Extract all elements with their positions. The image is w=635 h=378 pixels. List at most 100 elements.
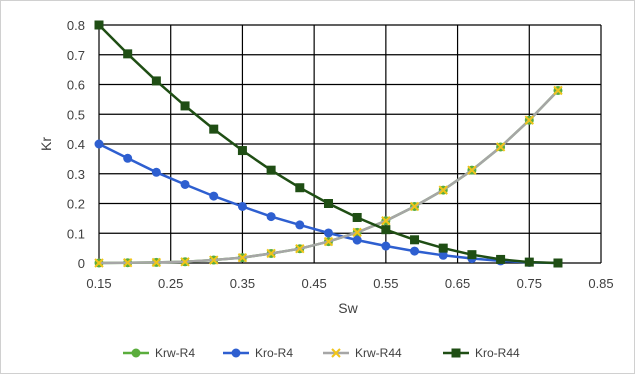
point-kro-r44: [381, 225, 391, 235]
point-krw-r44: [352, 227, 362, 238]
point-kro-r4: [151, 167, 161, 177]
series-kro-r44: [94, 20, 563, 268]
point-kro-r4: [123, 153, 133, 163]
legend-swatch-marker: [331, 348, 341, 358]
x-marker-stroke: [495, 142, 506, 152]
y-tick-label: 0.3: [67, 167, 85, 182]
x-marker-stroke: [94, 258, 104, 268]
point-kro-r44: [496, 254, 506, 264]
x-marker-stroke: [323, 236, 334, 247]
point-kro-r4: [180, 179, 190, 189]
series-lines: [94, 20, 563, 268]
x-marker-stroke: [331, 348, 341, 358]
point-krw-r44: [180, 257, 190, 267]
point-krw-r44: [495, 142, 506, 152]
point-kro-r44: [123, 49, 133, 59]
legend-swatch-marker: [451, 348, 461, 358]
legend-swatch-marker: [231, 348, 241, 358]
x-marker-stroke: [209, 255, 219, 265]
point-kro-r44: [438, 243, 448, 253]
x-marker-stroke: [467, 165, 477, 175]
point-kro-r44: [323, 199, 333, 208]
y-tick-labels: 0 0.1 0.2 0.3 0.4 0.5 0.6 0.7 0.8: [67, 18, 85, 271]
point-kro-r4: [323, 228, 333, 238]
y-tick-label: 0.1: [67, 226, 85, 241]
point-krw-r44: [266, 248, 276, 259]
x-tick-label: 0.25: [158, 276, 183, 291]
point-krw-r44: [151, 257, 162, 268]
point-kro-r44: [467, 250, 477, 260]
x-tick-label: 0.15: [86, 276, 111, 291]
point-kro-r44: [151, 76, 161, 86]
point-kro-r44: [180, 101, 190, 111]
point-kro-r4: [410, 246, 420, 256]
x-marker-stroke: [122, 257, 133, 268]
point-kro-r4: [352, 235, 362, 245]
legend-label: Krw-R44: [355, 346, 402, 360]
legend: Krw-R4 Kro-R4 Krw-R44 Kro-R44: [123, 346, 520, 360]
x-marker-stroke: [381, 216, 391, 226]
y-tick-label: 0.7: [67, 48, 85, 63]
point-kro-r44: [237, 146, 247, 156]
point-kro-r4: [209, 191, 219, 201]
x-tick-label: 0.55: [373, 276, 398, 291]
legend-item-krw-r4: Krw-R4: [123, 346, 195, 360]
point-kro-r44: [295, 183, 305, 193]
x-tick-label: 0.85: [588, 276, 613, 291]
point-kro-r4: [295, 220, 305, 230]
y-tick-label: 0.5: [67, 107, 85, 122]
x-marker-stroke: [409, 201, 420, 212]
gridlines: [98, 24, 602, 264]
series-krw-r44: [94, 85, 563, 268]
point-krw-r44: [295, 244, 305, 254]
point-kro-r4: [438, 250, 448, 260]
x-marker-stroke: [295, 244, 305, 254]
y-tick-label: 0.8: [67, 18, 85, 33]
point-krw-r44: [467, 165, 477, 175]
point-kro-r4: [381, 241, 391, 251]
x-tick-label: 0.65: [445, 276, 470, 291]
x-marker-stroke: [151, 257, 162, 268]
point-krw-r44: [122, 257, 133, 268]
x-tick-label: 0.35: [230, 276, 255, 291]
point-kro-r44: [410, 235, 420, 245]
point-krw-r44: [438, 185, 448, 195]
point-kro-r44: [553, 258, 563, 268]
legend-item-kro-r44: Kro-R44: [443, 346, 520, 360]
legend-item-kro-r4: Kro-R4: [223, 346, 293, 360]
y-axis-title: Kr: [38, 137, 54, 151]
point-krw-r44: [323, 236, 334, 247]
point-kro-r44: [209, 124, 219, 134]
point-krw-r44: [553, 85, 563, 96]
point-krw-r44: [237, 252, 248, 263]
legend-label: Kro-R44: [475, 346, 520, 360]
point-kro-r44: [266, 165, 276, 175]
legend-label: Krw-R4: [155, 346, 195, 360]
x-marker-stroke: [266, 248, 276, 259]
x-marker-stroke: [438, 185, 448, 195]
point-kro-r4: [237, 201, 247, 211]
point-krw-r44: [209, 255, 219, 265]
x-marker-stroke: [237, 252, 248, 263]
x-tick-labels: 0.15 0.25 0.35 0.45 0.55 0.65 0.75 0.85: [86, 276, 613, 291]
x-marker-stroke: [180, 257, 190, 267]
point-kro-r44: [94, 20, 104, 30]
y-tick-label: 0: [78, 256, 85, 271]
point-kro-r44: [524, 257, 534, 267]
y-tick-label: 0.6: [67, 78, 85, 93]
point-kro-r4: [266, 212, 276, 222]
x-marker-stroke: [352, 227, 362, 238]
point-kro-r44: [352, 212, 362, 222]
point-krw-r44: [524, 115, 534, 125]
y-tick-label: 0.4: [67, 137, 85, 152]
legend-label: Kro-R4: [255, 346, 293, 360]
point-krw-r44: [94, 258, 104, 268]
point-krw-r44: [409, 201, 420, 212]
legend-item-krw-r44: Krw-R44: [323, 346, 402, 360]
x-marker-stroke: [524, 115, 534, 125]
point-kro-r4: [94, 139, 104, 149]
legend-swatch-marker: [131, 348, 141, 358]
x-tick-label: 0.45: [301, 276, 326, 291]
